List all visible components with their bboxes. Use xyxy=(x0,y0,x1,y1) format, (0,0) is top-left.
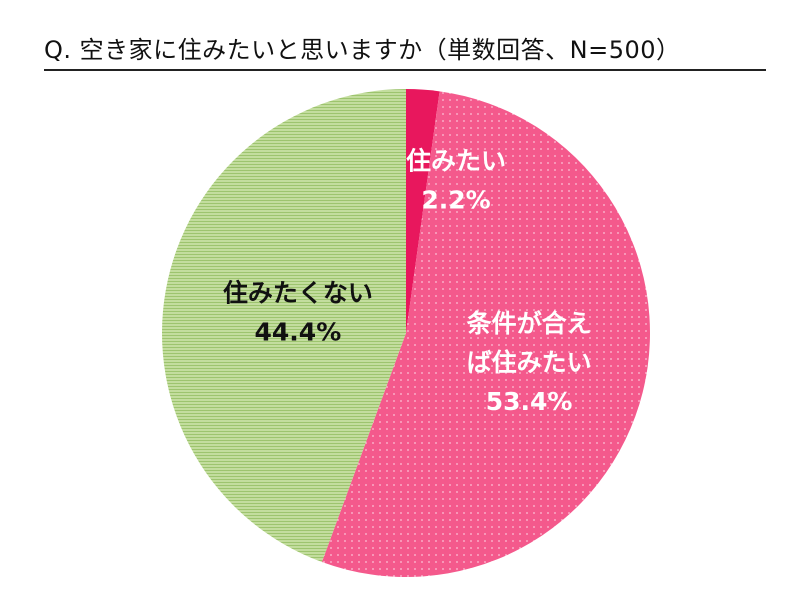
title-underline xyxy=(44,69,766,71)
slice-label-0: 住みたい xyxy=(406,147,506,176)
pie-slice-2 xyxy=(161,89,406,563)
slice-label-2: 住みたくない xyxy=(223,278,373,307)
chart-title: Q. 空き家に住みたいと思いますか（単数回答、N=500） xyxy=(44,36,681,64)
slice-value-label-0: 2.2% xyxy=(421,186,490,215)
slice-value-label-1: 53.4% xyxy=(486,387,573,416)
pie-slice-1 xyxy=(321,91,650,577)
slice-label-1: ば住みたい xyxy=(467,348,592,377)
slice-label-1: 条件が合え xyxy=(467,309,592,338)
pie-slice-0 xyxy=(406,89,440,333)
slice-value-label-2: 44.4% xyxy=(255,317,342,346)
